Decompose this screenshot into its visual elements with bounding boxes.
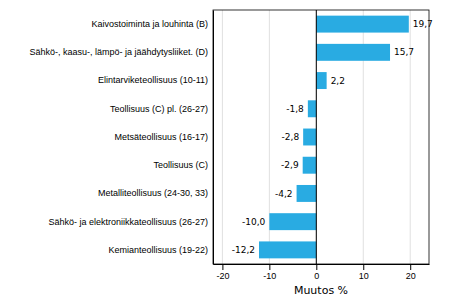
- y-tick-label: Elintarviketeollisuus (10-11): [98, 75, 208, 85]
- bar: [308, 100, 316, 117]
- bar: [316, 16, 409, 33]
- data-label: 15,7: [394, 47, 414, 57]
- data-label: -2,9: [281, 160, 299, 170]
- y-tick: Elintarviketeollisuus (10-11): [98, 75, 213, 85]
- plot: -12,2 -10,0 -4,2 -2,9 -2,8 -1,8 2,2 15,7 19,7 -20…: [29, 10, 432, 281]
- x-tick: -10: [263, 264, 276, 281]
- x-tick: 10: [359, 264, 369, 281]
- y-tick-label: Kaivostoiminta ja louhinta (B): [91, 19, 208, 29]
- y-tick-label: Teollisuus (C): [153, 160, 208, 170]
- y-tick: Metsäteollisuus (16-17): [114, 132, 213, 142]
- x-tick: -20: [216, 264, 229, 281]
- y-tick: Metalliteollisuus (24-30, 33): [98, 188, 213, 198]
- y-tick-label: Sähkö- ja elektroniikkateollisuus (26-27…: [48, 217, 208, 227]
- x-tick-label: -20: [216, 271, 229, 281]
- y-axis-line: [213, 11, 214, 265]
- y-tick: Teollisuus (C): [153, 160, 213, 170]
- x-axis-title: Muutos %: [294, 284, 348, 297]
- y-tick: Sähkö- ja elektroniikkateollisuus (26-27…: [48, 217, 213, 227]
- y-tick: Kemianteollisuus (19-22): [108, 245, 213, 255]
- data-label: 2,2: [331, 76, 345, 86]
- x-tick-mark: [363, 264, 364, 270]
- data-label: -2,8: [282, 132, 300, 142]
- chart: -12,2 -10,0 -4,2 -2,9 -2,8 -1,8 2,2 15,7 19,7 -20…: [0, 0, 453, 302]
- x-tick-label: -10: [263, 271, 276, 281]
- zero-line: [316, 10, 317, 264]
- bar: [316, 72, 326, 89]
- data-label: -4,2: [275, 189, 293, 199]
- x-axis: -20 -10 0 10 20: [214, 264, 430, 281]
- y-tick-label: Sähkö-, kaasu-, lämpö- ja jäähdytysliike…: [29, 47, 208, 57]
- plot-frame: [213, 10, 429, 264]
- x-tick-label: 10: [359, 271, 369, 281]
- data-label: -12,2: [232, 245, 255, 255]
- grid-line: [316, 10, 317, 264]
- x-tick-mark: [222, 264, 223, 270]
- y-tick: Kaivostoiminta ja louhinta (B): [91, 19, 213, 29]
- y-axis: Kemianteollisuus (19-22) Sähkö- ja elektr…: [29, 11, 213, 265]
- x-tick-mark: [269, 264, 270, 270]
- x-tick: 20: [406, 264, 416, 281]
- y-tick-label: Metalliteollisuus (24-30, 33): [98, 188, 208, 198]
- y-tick: Teollisuus (C) pl. (26-27): [110, 104, 213, 114]
- bar: [259, 241, 316, 258]
- y-tick-label: Metsäteollisuus (16-17): [114, 132, 208, 142]
- grid-line: [222, 10, 223, 264]
- y-tick-label: Kemianteollisuus (19-22): [108, 245, 208, 255]
- x-axis-line: [214, 264, 430, 265]
- x-tick-label: 0: [314, 271, 319, 281]
- data-label: 19,7: [413, 19, 433, 29]
- x-tick-mark: [410, 264, 411, 270]
- bar: [269, 213, 316, 230]
- bars: [259, 10, 409, 264]
- data-labels: -12,2 -10,0 -4,2 -2,9 -2,8 -1,8 2,2 15,7 19,7: [232, 19, 433, 255]
- bar: [303, 129, 316, 146]
- data-label: -1,8: [286, 104, 304, 114]
- y-tick-label: Teollisuus (C) pl. (26-27): [110, 104, 208, 114]
- x-tick: 0: [314, 264, 319, 281]
- x-tick-label: 20: [406, 271, 416, 281]
- grid: [222, 10, 410, 264]
- bar: [303, 157, 317, 174]
- y-tick: Sähkö-, kaasu-, lämpö- ja jäähdytysliike…: [29, 47, 213, 57]
- x-tick-mark: [316, 264, 317, 270]
- bar: [297, 185, 317, 202]
- bar: [316, 44, 390, 61]
- data-label: -10,0: [242, 217, 266, 227]
